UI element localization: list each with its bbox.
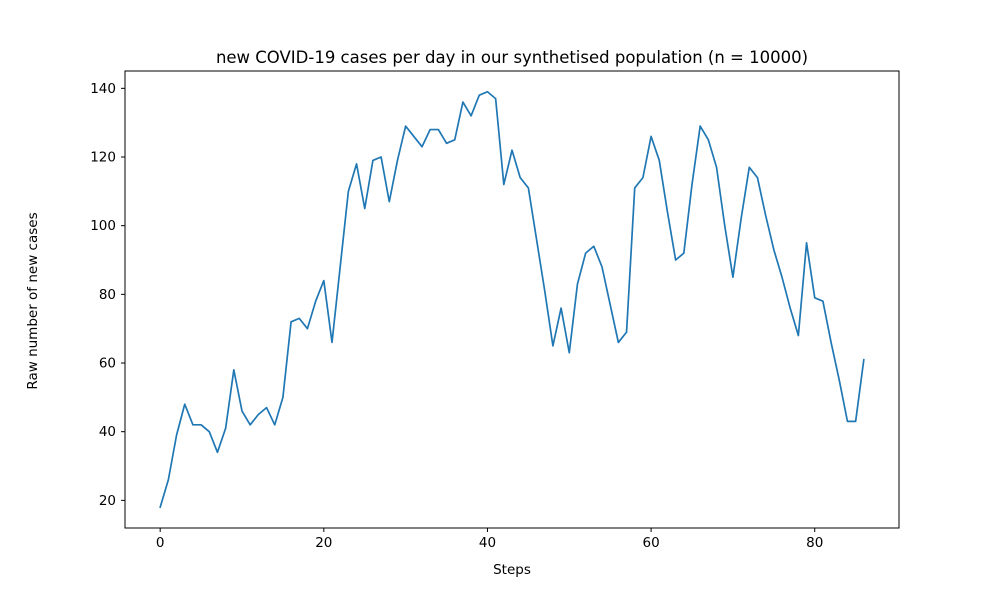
y-tick-label: 120 xyxy=(90,150,116,166)
y-tick-label: 20 xyxy=(99,493,116,509)
y-axis-ticks: 20 40 60 80 100 120 140 xyxy=(90,81,125,509)
x-tick-label: 20 xyxy=(315,535,332,551)
x-tick-label: 40 xyxy=(479,535,496,551)
data-line xyxy=(159,90,865,509)
y-tick-label: 100 xyxy=(90,218,116,234)
x-axis-ticks: 0 20 40 60 80 xyxy=(156,528,823,551)
x-tick-label: 0 xyxy=(156,535,165,551)
x-tick-label: 80 xyxy=(806,535,823,551)
y-tick-label: 60 xyxy=(99,356,116,372)
plot-area xyxy=(124,70,900,529)
y-tick-label: 140 xyxy=(90,81,116,97)
chart-title: new COVID-19 cases per day in our synthe… xyxy=(215,48,809,67)
y-axis-label: Raw number of new cases xyxy=(25,212,41,390)
y-tick-label: 40 xyxy=(99,424,116,440)
y-tick-label: 80 xyxy=(99,287,116,303)
x-axis-label: Steps xyxy=(493,562,531,578)
x-tick-label: 60 xyxy=(642,535,659,551)
